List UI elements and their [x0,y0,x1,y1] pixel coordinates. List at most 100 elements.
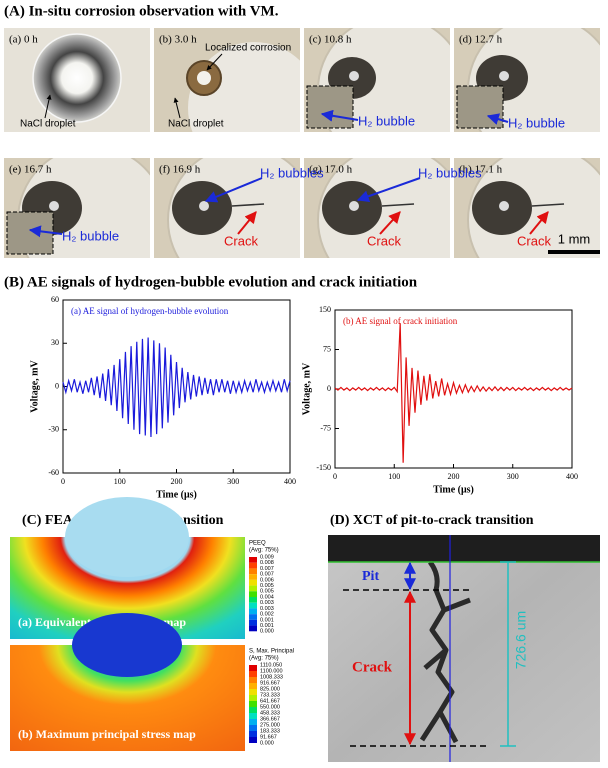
pit-label: Pit [362,569,379,584]
annotation: H₂ bubble [358,113,415,128]
legend-swatch [249,597,257,603]
panel-a-title: (A) In-situ corrosion observation with V… [4,3,279,19]
frame-label: (c) 10.8 h [309,34,352,46]
frame-label: (f) 16.9 h [159,164,201,176]
micrograph: (d) 12.7 h [454,16,608,164]
legend-swatch [249,591,257,597]
panel-b-title: (B) AE signals of hydrogen-bubble evolut… [4,274,418,290]
legend-swatch [249,665,257,671]
legend-value: 0.000 [260,629,274,635]
legend-swatch [249,586,257,592]
x-tick-label: 300 [227,477,239,486]
y-tick-label: -150 [316,463,331,472]
y-tick-label: -30 [48,425,59,434]
x-tick-label: 100 [388,472,400,481]
x-tick-label: 100 [114,477,126,486]
bubble [349,201,359,211]
legend-swatch [249,580,257,586]
figure: (A) In-situ corrosion observation with V… [0,0,608,768]
micrograph: (c) 10.8 h [304,16,466,164]
micrograph: (e) 16.7 h [4,146,166,294]
x-tick-label: 400 [566,472,578,481]
x-tick-label: 200 [171,477,183,486]
legend-swatch [249,603,257,609]
y-tick-label: -60 [48,468,59,477]
pit-dome [72,613,182,677]
droplet [33,34,121,122]
y-tick-label: 75 [323,344,331,353]
map-label: (b) Maximum principal stress map [18,727,196,741]
signal-line [63,337,290,436]
legend-swatch [249,713,257,719]
xct-air [328,535,600,562]
micrograph: (a) 0 h [4,28,150,132]
annotation: H₂ bubble [508,115,565,130]
frame-label: (a) 0 h [9,34,38,46]
legend-swatch [249,568,257,574]
annotation: NaCl droplet [168,119,224,130]
plot-frame [63,300,290,473]
y-tick-label: 150 [319,305,331,314]
legend-label: (b) AE signal of crack initiation [343,316,458,326]
annotation: Crack [367,233,401,248]
x-tick-label: 200 [448,472,460,481]
legend-subtitle: (Avg: 75%) [249,548,279,554]
legend-label: (a) AE signal of hydrogen-bubble evoluti… [71,306,229,316]
page: (A) In-situ corrosion observation with V… [0,0,608,768]
legend-swatch [249,701,257,707]
bubble [199,201,209,211]
x-tick-label: 300 [507,472,519,481]
frame-label: (d) 12.7 h [459,34,503,46]
pit-center [197,71,211,85]
legend-swatch [249,620,257,626]
legend-swatch [249,574,257,580]
crack-label: Crack [352,659,393,675]
bubble [499,201,509,211]
inset [457,86,503,128]
y-tick-label: 30 [51,338,59,347]
bubble [49,201,59,211]
annotation: Crack [224,233,258,248]
legend-title: S, Max. Principal [249,649,294,655]
scale-bar-label: 1 mm [558,231,591,246]
y-tick-label: 0 [327,384,331,393]
annotation: Crack [517,233,551,248]
legend-swatch [249,683,257,689]
legend-subtitle: (Avg: 75%) [249,656,279,662]
legend-swatch [249,719,257,725]
x-axis-label: Time (μs) [433,484,474,495]
x-tick-label: 0 [333,472,337,481]
legend-swatch [249,608,257,614]
annotation: H₂ bubbles [418,165,482,180]
legend-swatch [249,731,257,737]
pit-dome [65,497,189,577]
annotation: H₂ bubble [62,228,119,243]
annotation: H₂ bubbles [260,165,324,180]
legend-swatch [249,689,257,695]
inset [307,86,353,128]
legend-swatch [249,671,257,677]
bubble [349,71,359,81]
annotation: Localized corrosion [205,43,291,54]
y-tick-label: 60 [51,295,59,304]
legend-swatch [249,557,257,563]
panel-d-title: (D) XCT of pit-to-crack transition [330,513,534,528]
signal-line [335,323,572,463]
x-axis-label: Time (μs) [156,489,197,500]
frame-label: (b) 3.0 h [159,34,197,46]
legend-swatch [249,707,257,713]
x-tick-label: 0 [61,477,65,486]
y-axis-label: Voltage, mV [301,362,312,415]
legend-swatch [249,725,257,731]
plot-frame [335,310,572,468]
legend-value: 0.000 [260,740,274,746]
y-tick-label: -75 [320,423,331,432]
legend-swatch [249,695,257,701]
legend-swatch [249,677,257,683]
scale-bar [548,250,600,254]
frame-label: (e) 16.7 h [9,164,52,176]
y-tick-label: 0 [55,381,59,390]
y-axis-label: Voltage, mV [29,360,40,413]
x-tick-label: 400 [284,477,296,486]
legend-swatch [249,614,257,620]
